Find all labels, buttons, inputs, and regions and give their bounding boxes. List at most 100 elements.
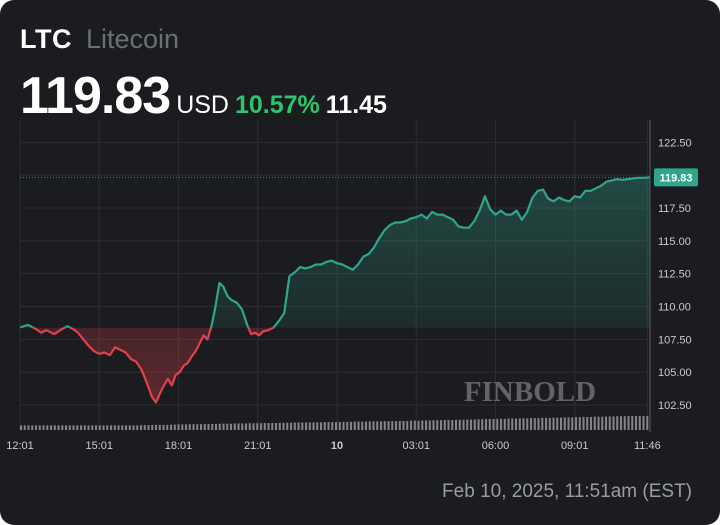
y-tick-label: 112.50	[658, 269, 691, 281]
volume-bar	[552, 417, 555, 430]
volume-bar	[222, 423, 225, 430]
y-tick-label: 105.00	[658, 367, 692, 379]
volume-bar	[185, 424, 188, 430]
volume-bar	[188, 424, 191, 430]
volume-bar	[117, 425, 120, 430]
volume-bar	[38, 425, 41, 430]
volume-bar	[83, 425, 86, 430]
area-below-baseline	[33, 327, 274, 403]
volume-bar	[226, 423, 229, 430]
volume-bar	[267, 423, 270, 430]
volume-bar	[470, 419, 473, 430]
volume-bar	[125, 425, 128, 430]
price-area-fill	[20, 177, 650, 403]
volume-bar	[61, 425, 64, 430]
volume-bar	[312, 422, 315, 430]
volume-bar	[346, 421, 349, 430]
volume-bar	[518, 418, 521, 430]
volume-bar	[421, 420, 424, 430]
volume-bar	[305, 422, 308, 430]
volume-bar	[158, 424, 161, 430]
volume-bar	[162, 424, 165, 430]
volume-bar	[380, 421, 383, 430]
volume-bar	[413, 420, 416, 430]
volume-bar	[252, 423, 255, 430]
volume-bar	[612, 416, 615, 430]
volume-bar	[143, 425, 146, 430]
volume-bar	[27, 425, 30, 430]
x-tick-label: 09:01	[561, 440, 589, 452]
volume-bar	[286, 422, 289, 430]
volume-bar	[368, 421, 371, 430]
volume-bar	[545, 417, 548, 430]
volume-bar	[271, 423, 274, 430]
volume-bar	[72, 425, 75, 430]
change-absolute: 11.45	[325, 91, 387, 119]
volume-bar	[80, 425, 83, 430]
volume-bar	[556, 417, 559, 430]
volume-bar	[578, 417, 581, 430]
volume-bar	[121, 425, 124, 430]
volume-bar	[113, 425, 116, 430]
volume-bar	[440, 420, 443, 430]
volume-bar	[608, 416, 611, 430]
volume-bar	[635, 416, 638, 430]
volume-bar	[398, 420, 401, 430]
volume-bar	[65, 425, 68, 430]
volume-bar	[68, 425, 71, 430]
volume-bar	[35, 425, 38, 430]
volume-bar	[335, 422, 338, 430]
volume-bar	[256, 423, 259, 430]
volume-bar	[455, 419, 458, 430]
volume-bar	[387, 421, 390, 430]
volume-bar	[511, 418, 514, 430]
x-tick-label: 10	[331, 440, 343, 452]
volume-bar	[342, 421, 345, 430]
volume-bar	[488, 419, 491, 430]
volume-bar	[196, 424, 199, 430]
volume-bar	[110, 425, 113, 430]
volume-bar	[151, 424, 154, 430]
volume-bar	[297, 422, 300, 430]
volume-bar	[42, 425, 45, 430]
x-tick-label: 18:01	[165, 440, 193, 452]
price-line-down	[20, 327, 275, 404]
price-row: 119.83 USD 10.57% 11.45	[20, 66, 387, 126]
volume-bar	[248, 423, 251, 430]
volume-bar	[395, 421, 398, 430]
volume-bar	[278, 422, 281, 430]
volume-bar	[20, 425, 23, 430]
volume-bar	[320, 422, 323, 430]
volume-bar	[492, 419, 495, 430]
x-tick-label: 11:46	[634, 440, 661, 452]
volume-bar	[406, 420, 409, 430]
price-line-group	[19, 176, 651, 404]
volume-bar	[541, 417, 544, 430]
volume-bar	[323, 422, 326, 430]
x-tick-label: 06:00	[482, 440, 510, 452]
footer-timestamp: Feb 10, 2025, 11:51am (EST)	[442, 481, 692, 502]
volume-bar	[290, 422, 293, 430]
x-tick-label: 12:01	[6, 440, 34, 452]
volume-bar	[383, 421, 386, 430]
volume-bar	[128, 425, 131, 430]
volume-bar	[181, 424, 184, 430]
volume-bar	[136, 425, 139, 430]
volume-bar	[443, 419, 446, 430]
volume-bar	[106, 425, 109, 430]
volume-bar	[338, 421, 341, 430]
volume-bar	[586, 416, 589, 430]
volume-bar	[275, 423, 278, 430]
volume-bars	[20, 416, 649, 430]
volume-bar	[481, 419, 484, 430]
current-price: 119.83	[20, 67, 171, 125]
volume-bar	[485, 419, 488, 430]
volume-bar	[425, 420, 428, 430]
last-price-label: 119.83	[659, 172, 692, 184]
volume-bar	[646, 416, 649, 430]
volume-bar	[533, 418, 536, 430]
volume-bar	[200, 424, 203, 430]
volume-bar	[567, 417, 570, 430]
volume-bar	[46, 425, 49, 430]
volume-bar	[447, 419, 450, 430]
